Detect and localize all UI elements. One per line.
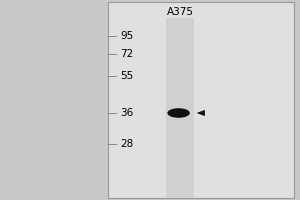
Bar [108,2,294,198]
Ellipse shape [167,108,190,118]
Text: 36: 36 [120,108,134,118]
Text: 72: 72 [120,49,134,59]
Bar [166,18,194,198]
Text: 55: 55 [120,71,134,81]
Text: A375: A375 [167,7,194,17]
Polygon shape [196,110,205,116]
Text: 95: 95 [120,31,134,41]
Text: 28: 28 [120,139,134,149]
